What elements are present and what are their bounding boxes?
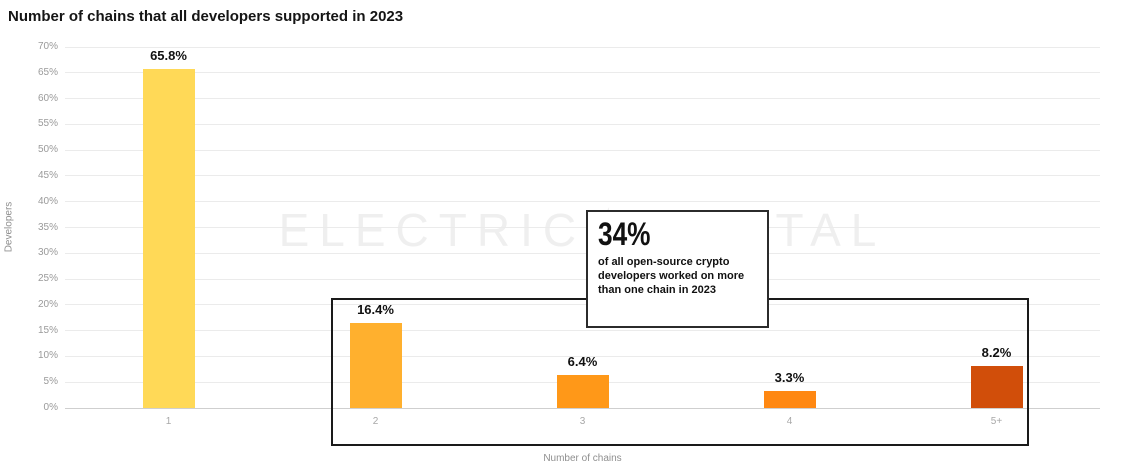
gridline (65, 252, 1100, 254)
value-label-1: 65.8% (150, 47, 187, 63)
y-tick-label: 35% (37, 221, 58, 233)
gridline (65, 46, 1100, 48)
gridline (65, 304, 1100, 306)
bar-3 (556, 375, 609, 408)
watermark-text-left: ELECTRIC (278, 204, 587, 256)
gridline (65, 149, 1100, 151)
y-axis-title: Developers (3, 201, 15, 253)
gridline (65, 72, 1100, 74)
value-label-3: 6.4% (567, 354, 598, 369)
value-label-2: 16.4% (357, 302, 394, 318)
gridline (65, 355, 1100, 357)
y-tick-label: 25% (37, 273, 58, 285)
plot-area: 65.8% 16.4% 6.4% 3.3% 8.2% (65, 46, 1100, 409)
gridline (65, 278, 1100, 280)
value-label-4: 3.3% (774, 369, 805, 385)
y-tick-label: 65% (37, 66, 58, 78)
x-tick-label-4: 4 (786, 416, 793, 427)
y-tick-label: 55% (37, 118, 58, 130)
gridline (65, 407, 1100, 409)
y-tick-label: 15% (37, 324, 58, 336)
y-tick-label: 60% (37, 92, 58, 104)
bar-4 (763, 390, 816, 408)
y-tick-label: 70% (37, 41, 58, 52)
bar-5+ (970, 365, 1023, 408)
y-tick-label: 45% (37, 169, 58, 181)
bar-1 (142, 68, 195, 408)
gridline (65, 201, 1100, 203)
value-label-5+: 8.2% (981, 344, 1012, 360)
x-tick-label-1: 1 (165, 416, 172, 427)
page-title: Number of chains that all developers sup… (8, 8, 404, 25)
callout-body: of all open-source crypto developers wor… (598, 255, 745, 297)
y-tick-label: 0% (43, 402, 58, 413)
bar-2 (349, 323, 402, 408)
y-tick-label: 20% (37, 298, 58, 310)
x-axis-title: Number of chains (543, 453, 622, 464)
gridline (65, 98, 1100, 100)
y-tick-label: 40% (37, 195, 58, 207)
y-tick-label: 5% (43, 376, 58, 388)
callout-box: 34% of all open-source crypto developers… (586, 210, 769, 328)
gridline (65, 227, 1100, 228)
callout-headline: 34% (598, 216, 651, 252)
y-tick-label: 50% (37, 144, 58, 156)
gridline (65, 330, 1100, 332)
x-tick-label-2: 2 (372, 416, 379, 427)
gridline (65, 175, 1100, 177)
x-tick-label-5+: 5+ (990, 416, 1003, 427)
x-tick-label-3: 3 (579, 416, 586, 427)
y-tick-label: 10% (37, 350, 58, 362)
gridline (65, 123, 1100, 125)
y-tick-label: 30% (37, 247, 58, 259)
